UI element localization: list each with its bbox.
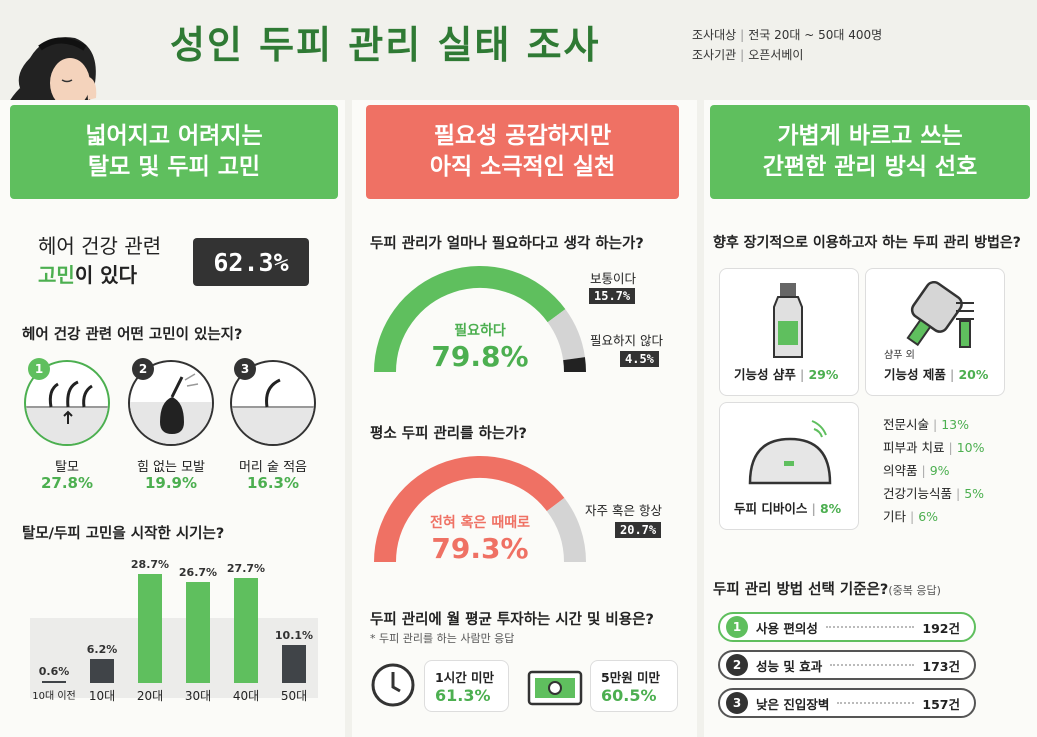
chart-bar	[234, 577, 258, 683]
column-scalp-care	[352, 100, 697, 737]
survey-target: 조사대상 | 전국 20대 ~ 50대 400명	[692, 28, 883, 42]
shampoo-bottle-icon	[773, 283, 803, 358]
need-main-value: 79.8%	[431, 340, 529, 373]
survey-org: 조사기관 | 오픈서베이	[692, 48, 804, 62]
chart-bar	[186, 581, 210, 683]
device-card: 두피 디바이스 | 8%	[719, 402, 859, 530]
weak-hair-circle	[128, 360, 214, 446]
concern-number: 2	[132, 358, 154, 380]
gauge-segment-neutral	[547, 309, 585, 361]
concern-label: 힘 없는 모발	[136, 460, 206, 475]
need-gauge	[374, 266, 586, 373]
gauge-segment-need	[374, 266, 566, 373]
section-header-methods: 가볍게 바르고 쓰는 간편한 관리 방식 선호	[710, 105, 1030, 199]
page-title: 성인 두피 관리 실태 조사	[170, 23, 601, 67]
practice-other-label: 자주 혹은 항상	[585, 503, 662, 518]
criteria-question: 두피 관리 방법 선택 기준은?(중복 응답)	[713, 582, 941, 598]
chart-value-label: 26.7%	[178, 565, 218, 579]
other-method-item: 전문시술 | 13%	[883, 417, 970, 432]
practice-question: 평소 두피 관리를 하는가?	[370, 426, 527, 442]
practice-other-value: 20.7%	[615, 522, 662, 538]
practice-gauge	[374, 456, 586, 563]
section-header-concerns: 넓어지고 어려지는 탈모 및 두피 고민	[10, 105, 338, 199]
chart-value-label: 10.1%	[274, 628, 314, 642]
methods-question: 향후 장기적으로 이용하고자 하는 두피 관리 방법은?	[713, 235, 1021, 251]
headline-value-badge: 62.3%	[193, 238, 309, 286]
concern-label: 머리 숱 적음	[238, 460, 308, 475]
chart-value-label: 0.6%	[38, 664, 70, 678]
onset-question: 탈모/두피 고민을 시작한 시기는?	[22, 526, 225, 542]
other-method-item: 의약품 | 9%	[883, 463, 950, 478]
concern-value: 16.3%	[246, 474, 300, 492]
chart-value-label: 6.2%	[86, 643, 118, 657]
product-card: 샴푸 외 기능성 제품 | 20%	[865, 268, 1005, 396]
criteria-item: 3 낮은 진입장벽 157건	[718, 688, 976, 718]
gauge-segment-often	[546, 497, 586, 563]
concern-value: 19.9%	[144, 474, 198, 492]
chart-value-label: 27.7%	[226, 561, 266, 575]
chart-category-label: 50대	[280, 689, 308, 703]
need-question: 두피 관리가 얼마나 필요하다고 생각 하는가?	[370, 236, 644, 252]
chart-category-label: 40대	[232, 689, 260, 703]
chart-bar	[42, 680, 66, 683]
chart-value-label: 28.7%	[130, 557, 170, 571]
money-icon	[527, 670, 583, 706]
scalp-device-icon	[748, 420, 832, 485]
need-low-label: 필요하지 않다	[590, 333, 663, 348]
other-method-item: 건강기능식품 | 5%	[883, 486, 985, 501]
concern-label: 탈모	[55, 460, 79, 475]
need-mid-value: 15.7%	[589, 288, 636, 304]
criteria-item: 1 사용 편의성 192건	[718, 612, 976, 642]
concern-number: 3	[234, 358, 256, 380]
headline-text: 헤어 건강 관련 고민이 있다	[38, 234, 162, 287]
concern-value: 27.8%	[40, 474, 94, 492]
cost-card: 5만원 미만 60.5%	[590, 660, 678, 712]
shampoo-card: 기능성 샴푸 | 29%	[719, 268, 859, 396]
chart-category-label: 10대	[88, 689, 116, 703]
scalp-brush-icon	[906, 281, 974, 348]
other-method-item: 기타 | 6%	[883, 509, 939, 524]
investment-question: 두피 관리에 월 평균 투자하는 시간 및 비용은?	[370, 612, 654, 628]
section-header-practice: 필요성 공감하지만 아직 소극적인 실천	[366, 105, 679, 199]
practice-main-value: 79.3%	[431, 532, 529, 565]
gauge-segment-rarely	[374, 456, 565, 563]
need-low-value: 4.5%	[620, 351, 659, 367]
need-main-label: 필요하다	[454, 323, 506, 339]
criteria-item: 2 성능 및 효과 173건	[718, 650, 976, 680]
investment-note: * 두피 관리를 하는 사람만 응답	[370, 632, 515, 645]
chart-bar	[282, 644, 306, 683]
need-mid-label: 보통이다	[590, 271, 637, 286]
chart-category-label: 10대 이전	[32, 691, 76, 702]
gauge-segment-not-needed	[563, 357, 586, 373]
other-methods-list: 전문시술 | 13% 피부과 치료 | 10% 의약품 | 9% 건강기능식품 | 5% 기타 |…	[883, 413, 985, 528]
chart-bar	[90, 659, 114, 683]
chart-category-label: 30대	[184, 689, 212, 703]
chart-bar	[138, 573, 162, 683]
practice-main-label: 전혀 혹은 때때로	[430, 515, 530, 531]
chart-background	[30, 618, 318, 698]
concern-question: 헤어 건강 관련 어떤 고민이 있는지?	[22, 327, 243, 343]
clock-icon	[371, 663, 415, 707]
chart-category-label: 20대	[136, 689, 164, 703]
onset-bar-chart: 0.6% 10대 이전 6.2% 10대 28.7% 20대 26.7% 30대 27.7% 40…	[30, 557, 318, 705]
concern-number: 1	[28, 358, 50, 380]
time-card: 1시간 미만 61.3%	[424, 660, 509, 712]
other-method-item: 피부과 치료 | 10%	[883, 440, 985, 455]
